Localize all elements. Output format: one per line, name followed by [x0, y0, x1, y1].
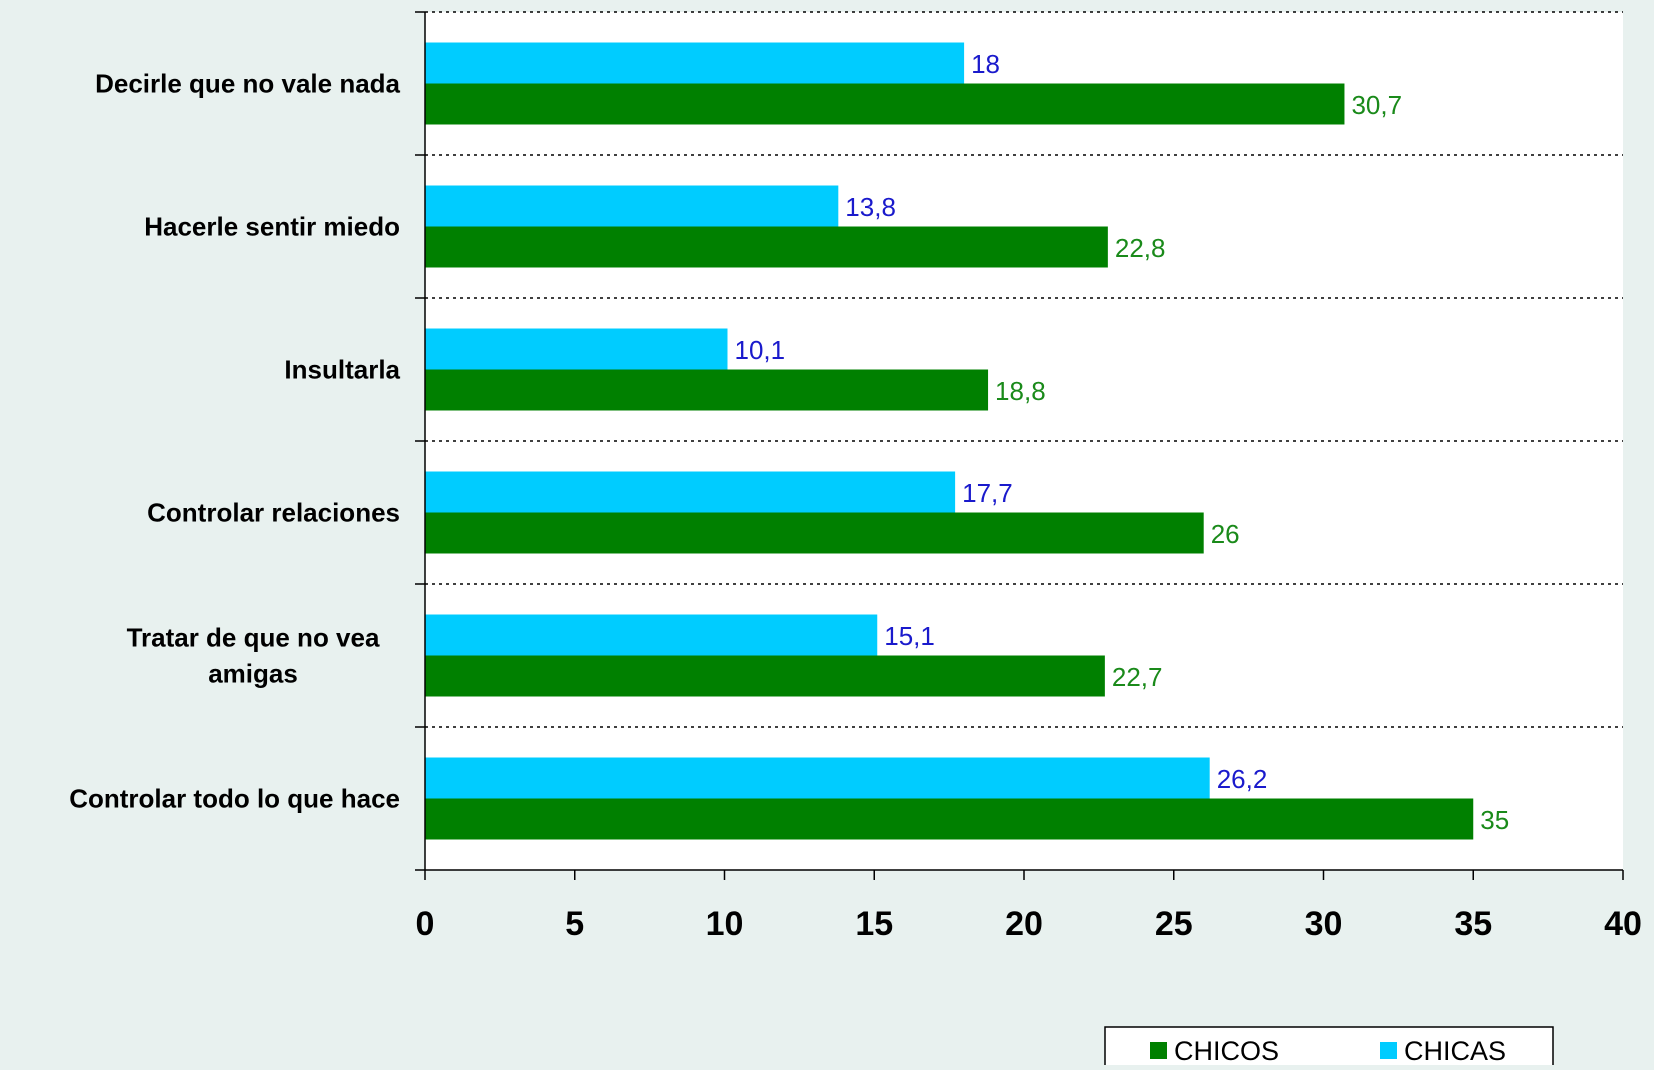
data-label: 26 — [1211, 519, 1240, 549]
bar-chicos — [425, 369, 989, 411]
data-label: 13,8 — [845, 192, 896, 222]
category-label: Controlar todo lo que hace — [69, 784, 400, 814]
bars — [425, 42, 1474, 840]
data-label: 18 — [971, 49, 1000, 79]
bar-chicos — [425, 655, 1105, 697]
category-label-line: Tratar de que no vea — [127, 623, 380, 653]
legend: CHICOS CHICAS — [1104, 1026, 1554, 1070]
legend-swatch — [1150, 1042, 1167, 1059]
bar-chicas — [425, 185, 839, 227]
data-label: 30,7 — [1351, 90, 1402, 120]
data-label: 35 — [1480, 805, 1509, 835]
data-label: 22,7 — [1112, 662, 1163, 692]
legend-box — [1104, 1026, 1554, 1070]
x-tick-label: 20 — [1005, 905, 1043, 943]
bar-chicas — [425, 614, 878, 656]
bar-chicas — [425, 328, 728, 370]
x-tick-label: 30 — [1305, 905, 1343, 943]
x-tick-label: 10 — [706, 905, 744, 943]
category-label-line: amigas — [208, 659, 298, 689]
data-label: 17,7 — [962, 478, 1013, 508]
axes: 0 5 10 15 20 25 30 35 40 — [415, 11, 1642, 943]
bar-chicos — [425, 798, 1474, 840]
plot-area — [425, 12, 1623, 870]
legend-label: CHICAS — [1404, 1036, 1506, 1065]
bar-chicas — [425, 42, 965, 84]
x-tick-label: 0 — [416, 905, 435, 943]
legend-label: CHICOS — [1174, 1036, 1279, 1065]
category-label: Tratar de que no vea amigas — [127, 623, 380, 689]
data-label: 10,1 — [734, 335, 785, 365]
category-label: Hacerle sentir miedo — [144, 212, 400, 242]
legend-swatch — [1380, 1042, 1397, 1059]
labels: 18 30,7 Decirle que no vale nada 13,8 22,8 Ha… — [69, 49, 1509, 835]
data-label: 15,1 — [884, 621, 935, 651]
x-tick-label: 5 — [565, 905, 584, 943]
x-tick-label: 25 — [1155, 905, 1193, 943]
data-label: 18,8 — [995, 376, 1046, 406]
x-tick-label: 15 — [855, 905, 893, 943]
bar-chicos — [425, 226, 1108, 268]
category-label: Controlar relaciones — [147, 498, 400, 528]
x-tick-label: 35 — [1454, 905, 1492, 943]
bar-chicas — [425, 757, 1210, 799]
bar-chicos — [425, 512, 1204, 554]
category-label: Decirle que no vale nada — [95, 69, 400, 99]
x-tick-label: 40 — [1604, 905, 1642, 943]
bar-chicas — [425, 471, 956, 513]
bar-chicos — [425, 83, 1345, 125]
data-label: 22,8 — [1115, 233, 1166, 263]
data-label: 26,2 — [1217, 764, 1268, 794]
category-label: Insultarla — [284, 355, 400, 385]
